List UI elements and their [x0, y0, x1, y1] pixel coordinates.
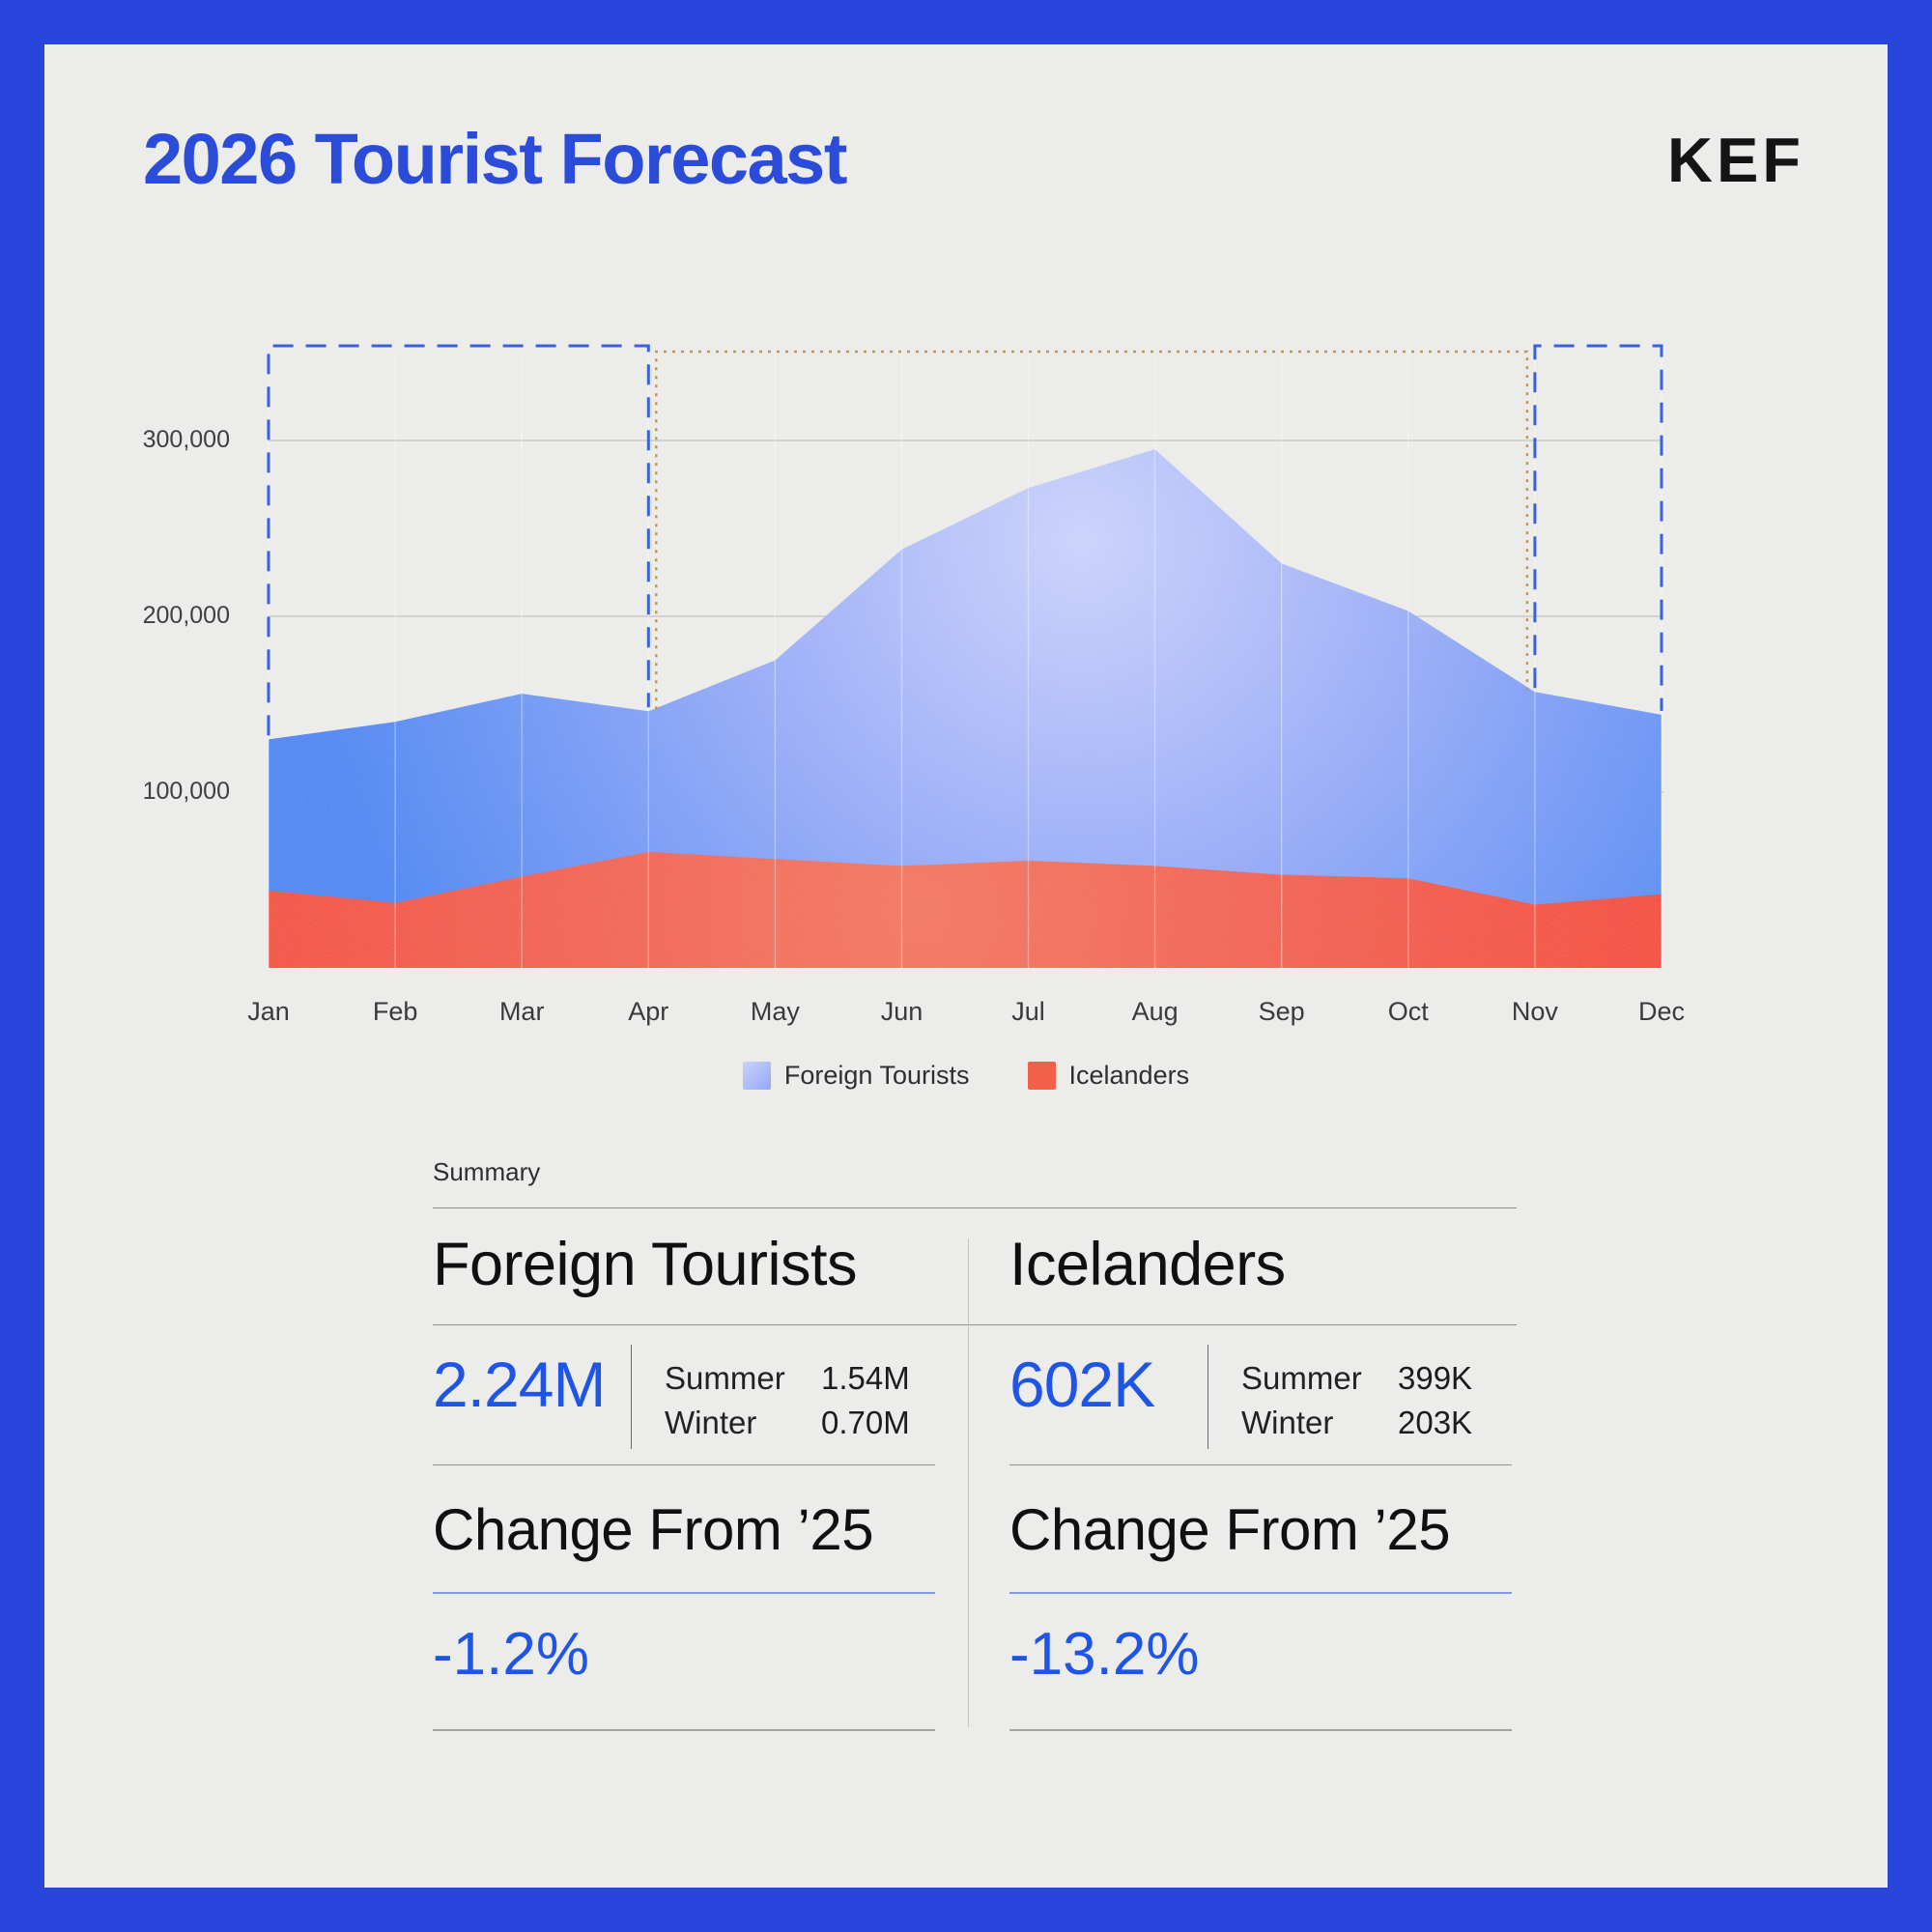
stats-bottom-rule [433, 1464, 935, 1465]
winter-value: 0.70M [821, 1405, 910, 1440]
column-bottom-rule [1009, 1729, 1512, 1731]
legend-item-icelanders: Icelanders [1027, 1061, 1190, 1091]
x-tick-label: Nov [1511, 997, 1558, 1026]
summary-section-label: Summary [433, 1157, 541, 1186]
column-heading: Icelanders [1009, 1231, 1286, 1298]
x-tick-label: Jul [1011, 997, 1045, 1026]
stat-divider [631, 1345, 632, 1449]
summer-label: Summer [665, 1360, 785, 1396]
summary-column-icelanders: Icelanders 602K Summer 399K Winter 203K … [1009, 1227, 1514, 1739]
total-value: 602K [1009, 1349, 1155, 1420]
winter-label: Winter [1241, 1405, 1334, 1440]
x-tick-label: Sep [1258, 997, 1305, 1026]
summer-label: Summer [1241, 1360, 1362, 1396]
change-underline [1009, 1592, 1512, 1594]
x-tick-label: Dec [1637, 997, 1685, 1026]
summary-column-foreign-tourists: Foreign Tourists 2.24M Summer 1.54M Wint… [433, 1227, 937, 1739]
page-title: 2026 Tourist Forecast [143, 119, 847, 199]
x-tick-label: Mar [498, 997, 545, 1026]
legend-label: Icelanders [1068, 1061, 1190, 1090]
x-tick-label: Jun [880, 997, 923, 1026]
legend-label: Foreign Tourists [783, 1061, 970, 1090]
column-heading: Foreign Tourists [433, 1231, 858, 1298]
column-bottom-rule [433, 1729, 935, 1731]
y-tick-label: 100,000 [142, 778, 230, 805]
summer-value: 399K [1398, 1360, 1473, 1396]
y-tick-label: 200,000 [142, 602, 230, 629]
change-heading: Change From ’25 [1009, 1497, 1451, 1562]
change-underline [433, 1592, 935, 1594]
summer-value: 1.54M [821, 1360, 910, 1396]
change-value: -13.2% [1009, 1621, 1200, 1688]
stats-bottom-rule [1009, 1464, 1512, 1465]
x-tick-label: Apr [628, 997, 669, 1026]
winter-label: Winter [665, 1405, 757, 1440]
change-heading: Change From ’25 [433, 1497, 874, 1562]
summary-center-divider [968, 1238, 969, 1727]
chart-legend: Foreign Tourists Icelanders [0, 1061, 1932, 1091]
kef-logo: KEF [1667, 125, 1804, 195]
y-tick-label: 300,000 [142, 426, 230, 453]
change-value: -1.2% [433, 1621, 589, 1688]
foreign-tourists-swatch-icon [742, 1062, 771, 1090]
x-tick-label: Feb [372, 997, 418, 1026]
x-tick-label: May [750, 997, 800, 1026]
summary-heading-rule [433, 1324, 1517, 1325]
total-value: 2.24M [433, 1349, 606, 1420]
winter-value: 203K [1398, 1405, 1473, 1440]
icelanders-swatch-icon [1027, 1062, 1056, 1090]
x-tick-label: Aug [1131, 997, 1179, 1026]
x-tick-label: Jan [247, 997, 290, 1026]
x-tick-label: Oct [1387, 997, 1429, 1026]
legend-item-foreign-tourists: Foreign Tourists [742, 1061, 970, 1091]
